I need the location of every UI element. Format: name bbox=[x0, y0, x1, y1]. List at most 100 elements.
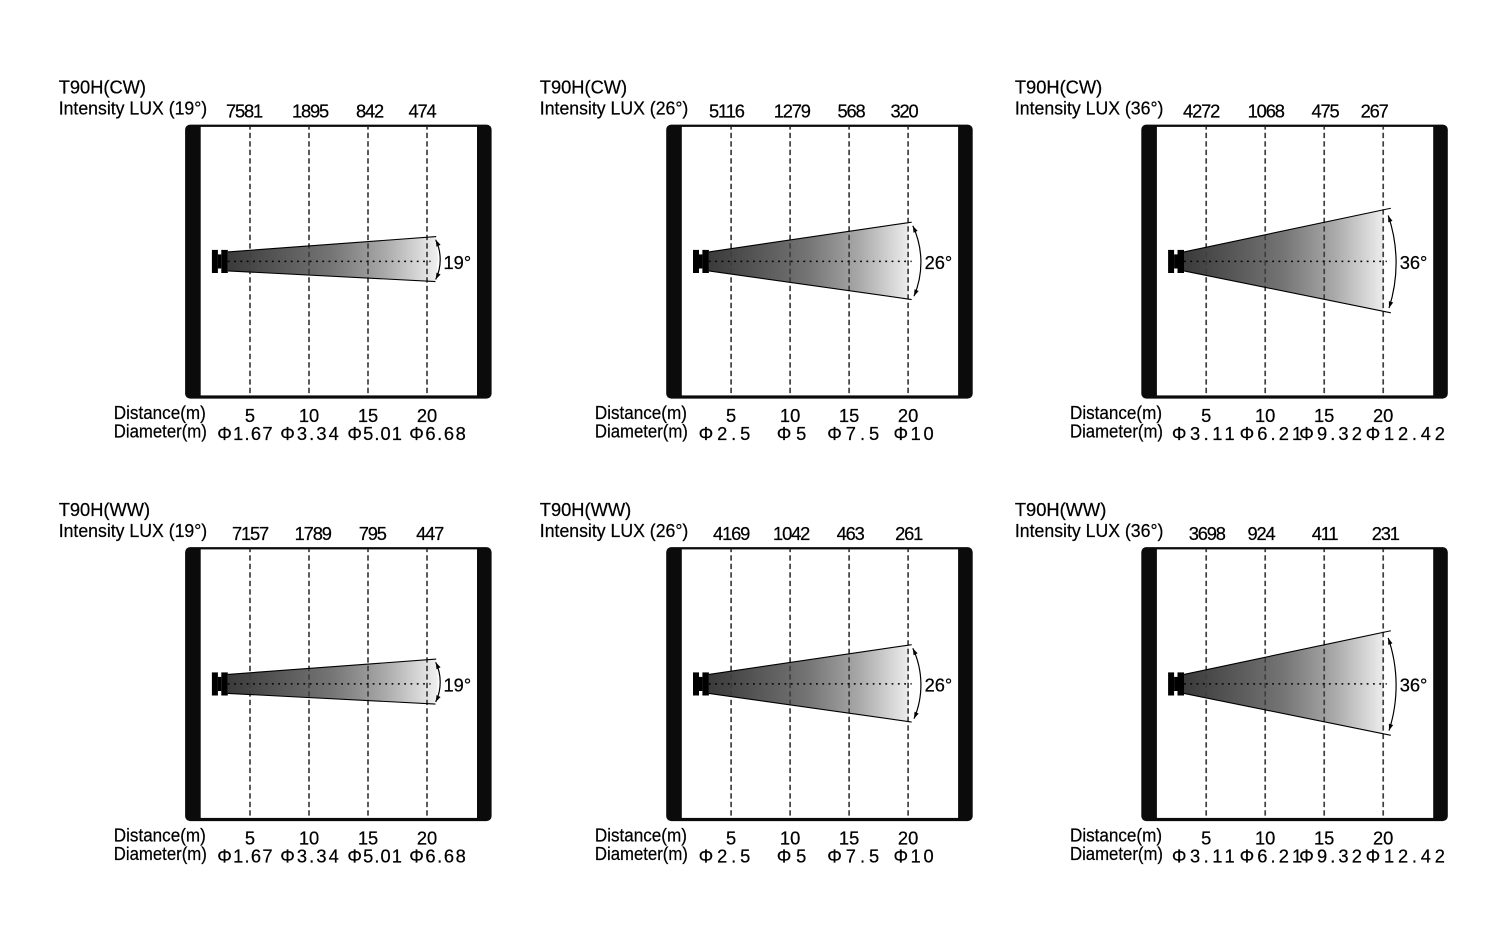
svg-text:10: 10 bbox=[780, 828, 800, 849]
svg-text:20: 20 bbox=[1373, 405, 1393, 426]
svg-text:Φ12.42: Φ12.42 bbox=[1366, 846, 1449, 867]
svg-text:T90H(CW): T90H(CW) bbox=[540, 77, 627, 98]
svg-text:475: 475 bbox=[1311, 101, 1339, 122]
svg-text:19°: 19° bbox=[444, 675, 472, 696]
svg-text:T90H(WW): T90H(WW) bbox=[59, 499, 150, 520]
svg-text:Intensity LUX (19°): Intensity LUX (19°) bbox=[59, 97, 208, 118]
svg-text:Φ9.32: Φ9.32 bbox=[1299, 423, 1365, 444]
svg-text:5: 5 bbox=[726, 405, 736, 426]
svg-text:Φ3.11: Φ3.11 bbox=[1172, 423, 1238, 444]
svg-text:4272: 4272 bbox=[1183, 101, 1220, 122]
svg-text:Distance(m): Distance(m) bbox=[114, 825, 206, 846]
svg-text:15: 15 bbox=[839, 828, 859, 849]
svg-text:Φ5.01: Φ5.01 bbox=[347, 423, 403, 444]
svg-text:267: 267 bbox=[1361, 101, 1389, 122]
svg-text:447: 447 bbox=[416, 523, 444, 544]
svg-text:Φ2.5: Φ2.5 bbox=[699, 846, 755, 867]
svg-text:Φ6.68: Φ6.68 bbox=[409, 846, 467, 867]
svg-text:Intensity LUX (19°): Intensity LUX (19°) bbox=[59, 520, 208, 541]
svg-text:5: 5 bbox=[726, 828, 736, 849]
svg-text:10: 10 bbox=[299, 828, 319, 849]
svg-text:Φ5: Φ5 bbox=[777, 846, 811, 867]
svg-text:Diameter(m): Diameter(m) bbox=[1070, 843, 1163, 864]
svg-text:Distance(m): Distance(m) bbox=[595, 825, 687, 846]
svg-text:1279: 1279 bbox=[774, 101, 811, 122]
svg-text:19°: 19° bbox=[444, 252, 472, 273]
svg-text:463: 463 bbox=[837, 523, 865, 544]
svg-text:Φ10: Φ10 bbox=[894, 846, 937, 867]
svg-text:320: 320 bbox=[890, 101, 918, 122]
svg-text:Φ6.21: Φ6.21 bbox=[1240, 423, 1306, 444]
svg-text:T90H(WW): T90H(WW) bbox=[540, 499, 631, 520]
svg-text:568: 568 bbox=[837, 101, 865, 122]
svg-text:5: 5 bbox=[1201, 828, 1211, 849]
svg-text:5116: 5116 bbox=[709, 101, 745, 122]
svg-text:Φ7.5: Φ7.5 bbox=[827, 423, 883, 444]
svg-text:Φ10: Φ10 bbox=[894, 423, 937, 444]
svg-text:Diameter(m): Diameter(m) bbox=[595, 421, 688, 442]
svg-text:Intensity LUX (36°): Intensity LUX (36°) bbox=[1015, 97, 1164, 118]
svg-text:474: 474 bbox=[408, 101, 436, 122]
svg-text:Φ5: Φ5 bbox=[777, 423, 811, 444]
svg-text:4169: 4169 bbox=[713, 523, 750, 544]
svg-text:20: 20 bbox=[417, 828, 437, 849]
svg-text:842: 842 bbox=[356, 101, 384, 122]
svg-text:Φ1.67: Φ1.67 bbox=[217, 846, 274, 867]
svg-text:Distance(m): Distance(m) bbox=[595, 402, 687, 423]
svg-text:Diameter(m): Diameter(m) bbox=[595, 843, 688, 864]
svg-text:20: 20 bbox=[1373, 828, 1393, 849]
svg-text:Φ7.5: Φ7.5 bbox=[827, 846, 883, 867]
svg-text:Distance(m): Distance(m) bbox=[114, 402, 206, 423]
svg-text:Diameter(m): Diameter(m) bbox=[1070, 421, 1163, 442]
svg-text:231: 231 bbox=[1372, 523, 1400, 544]
svg-text:5: 5 bbox=[245, 828, 255, 849]
svg-text:411: 411 bbox=[1312, 523, 1339, 544]
svg-text:1042: 1042 bbox=[773, 523, 810, 544]
svg-text:7581: 7581 bbox=[226, 101, 263, 122]
svg-text:10: 10 bbox=[1255, 828, 1275, 849]
svg-text:1068: 1068 bbox=[1248, 101, 1285, 122]
svg-text:3698: 3698 bbox=[1189, 523, 1226, 544]
svg-text:T90H(CW): T90H(CW) bbox=[59, 77, 146, 98]
svg-text:261: 261 bbox=[895, 523, 923, 544]
svg-text:Φ1.67: Φ1.67 bbox=[217, 423, 274, 444]
svg-text:Intensity LUX (26°): Intensity LUX (26°) bbox=[540, 97, 689, 118]
svg-text:1895: 1895 bbox=[292, 101, 329, 122]
svg-text:924: 924 bbox=[1247, 523, 1275, 544]
svg-text:5: 5 bbox=[1201, 405, 1211, 426]
svg-text:Φ6.21: Φ6.21 bbox=[1240, 846, 1306, 867]
svg-text:36°: 36° bbox=[1400, 675, 1428, 696]
svg-text:Φ12.42: Φ12.42 bbox=[1366, 423, 1449, 444]
svg-text:20: 20 bbox=[898, 828, 918, 849]
svg-text:15: 15 bbox=[1314, 828, 1334, 849]
svg-text:1789: 1789 bbox=[295, 523, 332, 544]
svg-text:Distance(m): Distance(m) bbox=[1070, 402, 1162, 423]
svg-text:Φ3.34: Φ3.34 bbox=[280, 846, 341, 867]
svg-text:Intensity LUX (26°): Intensity LUX (26°) bbox=[540, 520, 689, 541]
svg-text:Φ2.5: Φ2.5 bbox=[699, 423, 755, 444]
svg-text:Diameter(m): Diameter(m) bbox=[114, 421, 207, 442]
svg-text:Φ9.32: Φ9.32 bbox=[1299, 846, 1365, 867]
svg-text:Φ3.11: Φ3.11 bbox=[1172, 846, 1238, 867]
svg-text:Φ5.01: Φ5.01 bbox=[347, 846, 403, 867]
svg-text:15: 15 bbox=[839, 405, 859, 426]
svg-text:10: 10 bbox=[299, 405, 319, 426]
svg-text:20: 20 bbox=[898, 405, 918, 426]
svg-text:Distance(m): Distance(m) bbox=[1070, 825, 1162, 846]
svg-text:Φ6.68: Φ6.68 bbox=[409, 423, 467, 444]
svg-text:795: 795 bbox=[359, 523, 387, 544]
svg-text:7157: 7157 bbox=[232, 523, 269, 544]
svg-text:10: 10 bbox=[1255, 405, 1275, 426]
svg-text:15: 15 bbox=[358, 405, 378, 426]
svg-text:T90H(WW): T90H(WW) bbox=[1015, 499, 1106, 520]
svg-text:15: 15 bbox=[1314, 405, 1334, 426]
svg-text:T90H(CW): T90H(CW) bbox=[1015, 77, 1102, 98]
svg-text:Diameter(m): Diameter(m) bbox=[114, 843, 207, 864]
svg-text:26°: 26° bbox=[925, 675, 953, 696]
svg-text:10: 10 bbox=[780, 405, 800, 426]
svg-text:5: 5 bbox=[245, 405, 255, 426]
svg-text:Φ3.34: Φ3.34 bbox=[280, 423, 341, 444]
svg-text:20: 20 bbox=[417, 405, 437, 426]
svg-text:36°: 36° bbox=[1400, 252, 1428, 273]
svg-text:15: 15 bbox=[358, 828, 378, 849]
